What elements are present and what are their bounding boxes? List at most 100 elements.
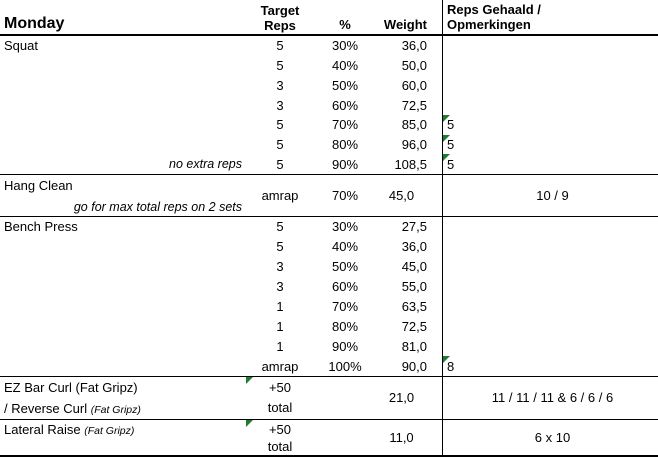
weight-cell[interactable]: 72,5 [401,97,427,113]
result-cell[interactable] [442,256,658,277]
result-cell[interactable]: 5 [442,134,658,155]
percent-cell[interactable]: 50% [331,77,359,93]
result-cell[interactable]: 11 / 11 / 11 & 6 / 6 / 6 [442,377,658,419]
exercise-name-cell[interactable]: EZ Bar Curl (Fat Gripz) / Reverse Curl (F… [0,377,246,419]
target-reps-cell[interactable]: amrap [246,175,314,216]
weight-cell[interactable]: 90,0 [401,358,427,374]
result-cell[interactable] [442,236,658,257]
exercise-name-cell[interactable] [0,56,246,76]
percent-cell[interactable]: 40% [331,239,359,255]
weight-header-cell[interactable]: Weight [376,0,442,34]
exercise-name-cell[interactable] [0,297,246,317]
percent-cell[interactable]: 70% [331,298,359,314]
percent-cell[interactable]: 70% [331,117,359,133]
target-reps-cell[interactable]: +50 total [246,377,314,419]
set-row: Squat 5 30% 36,0 [0,36,658,56]
percent-cell[interactable]: 90% [331,338,359,354]
percent-cell[interactable]: 100% [328,358,362,374]
result-cell[interactable]: 8 [442,356,658,376]
percent-cell[interactable]: 50% [331,259,359,275]
weight-cell[interactable]: 45,0 [401,259,427,275]
weight-cell[interactable]: 27,5 [401,219,427,235]
weight-cell[interactable]: 63,5 [401,298,427,314]
result-cell[interactable] [442,95,658,115]
weight-cell[interactable]: 55,0 [401,279,427,295]
weight-cell[interactable]: 72,5 [401,318,427,334]
result-cell[interactable] [442,316,658,337]
percent-cell[interactable]: 60% [331,279,359,295]
target-reps-cell[interactable]: 5 [276,136,284,152]
result-cell[interactable] [442,296,658,317]
target-reps-cell[interactable]: 5 [276,117,284,133]
weight-cell[interactable]: 36,0 [401,239,427,255]
exercise-name-cell[interactable] [0,75,246,95]
target-reps-cell[interactable]: 3 [276,279,284,295]
exercise-name-cell[interactable] [0,336,246,356]
exercise-name-cell[interactable] [0,356,246,376]
target-reps-header-cell[interactable]: Target Reps [246,0,314,34]
weight-cell[interactable]: 36,0 [401,38,427,54]
day-header-cell[interactable]: Monday [0,0,246,34]
result-cell[interactable]: 5 [442,154,658,175]
weight-cell[interactable]: 81,0 [401,338,427,354]
percent-cell[interactable]: 60% [331,97,359,113]
target-reps-cell[interactable]: 1 [276,338,284,354]
weight-cell[interactable]: 50,0 [401,58,427,74]
weight-cell[interactable]: 11,0 [389,430,414,445]
error-indicator-icon [443,154,450,162]
exercise-name-cell[interactable] [0,237,246,257]
target-reps-cell[interactable]: 3 [276,97,284,113]
target-reps-cell[interactable]: 3 [276,259,284,275]
percent-header-cell[interactable]: % [314,0,376,34]
result-cell[interactable]: 5 [442,114,658,135]
percent-cell[interactable]: 70% [331,187,359,203]
set-row: 5 70% 85,0 5 [0,114,658,135]
exercise-name-cell[interactable]: Lateral Raise (Fat Gripz) [0,420,246,455]
result-cell[interactable] [442,336,658,357]
result-cell[interactable] [442,75,658,96]
target-reps-cell[interactable]: 1 [276,318,284,334]
exercise-name-line: / Reverse Curl (Fat Gripz) [4,398,244,421]
weight-cell[interactable]: 45,0 [388,187,415,203]
result-cell[interactable] [442,55,658,76]
target-reps-cell[interactable]: 5 [276,219,284,235]
target-reps-cell[interactable]: +50 total [246,420,314,455]
target-reps-cell[interactable]: 5 [276,239,284,255]
weight-cell[interactable]: 21,0 [388,390,415,405]
weight-cell[interactable]: 60,0 [401,77,427,93]
target-reps-cell[interactable]: 5 [276,38,284,54]
exercise-name-cell[interactable] [0,316,246,336]
weight-cell[interactable]: 108,5 [394,156,427,172]
exercise-name-cell[interactable]: Hang Clean go for max total reps on 2 set… [0,175,246,216]
percent-cell[interactable]: 30% [331,219,359,235]
exercise-name-cell[interactable]: Squat [0,36,246,56]
result-header-cell[interactable]: Reps Gehaald / Opmerkingen [442,0,658,34]
percent-cell[interactable]: 90% [331,156,359,172]
exercise-name-cell[interactable] [0,115,246,135]
result-cell[interactable] [442,36,658,56]
weight-cell[interactable]: 85,0 [401,117,427,133]
target-reps-cell[interactable]: 1 [276,298,284,314]
exercise-name-cell[interactable]: Bench Press [0,217,246,237]
percent-cell[interactable]: 30% [331,38,359,54]
exercise-name-cell[interactable] [0,277,246,297]
exercise-name-cell[interactable] [0,257,246,277]
target-reps-cell[interactable]: amrap [261,358,299,374]
weight-cell[interactable]: 96,0 [401,136,427,152]
percent-cell[interactable]: 80% [331,136,359,152]
percent-cell[interactable] [314,420,376,455]
percent-cell[interactable]: 80% [331,318,359,334]
exercise-name-cell[interactable]: no extra reps [0,154,246,174]
result-cell[interactable]: 6 x 10 [442,420,658,455]
result-cell[interactable]: 10 / 9 [442,175,658,216]
result-cell[interactable] [442,217,658,237]
result-cell[interactable] [442,276,658,297]
result-value: 11 / 11 / 11 & 6 / 6 / 6 [491,390,614,405]
percent-cell[interactable]: 40% [331,58,359,74]
exercise-name-cell[interactable] [0,135,246,155]
percent-cell[interactable] [314,377,376,419]
target-reps-cell[interactable]: 5 [276,58,284,74]
target-reps-cell[interactable]: 5 [276,156,284,172]
target-reps-cell[interactable]: 3 [276,77,284,93]
exercise-name-cell[interactable] [0,95,246,115]
